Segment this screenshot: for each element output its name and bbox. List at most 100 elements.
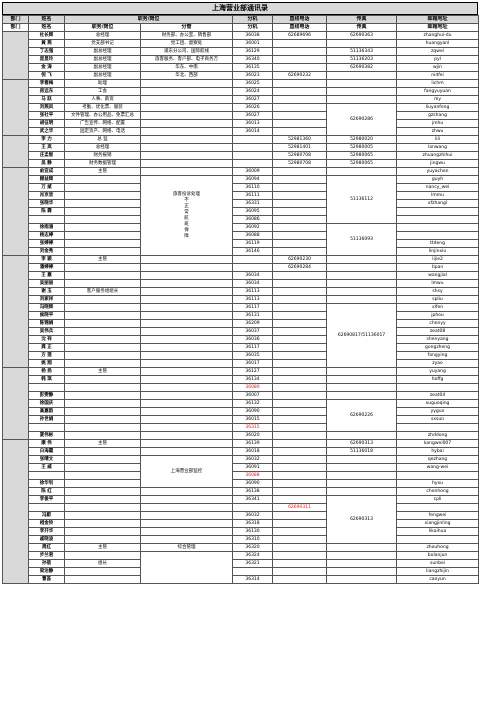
- scope-cell: [139, 271, 234, 280]
- scope-cell: [139, 103, 234, 112]
- email-cell: lijie2: [396, 255, 480, 264]
- role-cell: [64, 511, 141, 520]
- email-cell: zhwu: [396, 127, 480, 136]
- table-row: 冯晓辉 36117 62690817/51136017 xlfen: [3, 303, 480, 368]
- direct-line-cell: [272, 391, 328, 400]
- direct-line-cell: [272, 231, 328, 240]
- scope-cell: [139, 159, 234, 168]
- header-cell: 邮箱地址: [396, 15, 480, 24]
- scope-cell: [139, 359, 234, 368]
- email-cell: zyao: [396, 359, 480, 368]
- direct-line-cell: [272, 327, 328, 336]
- direct-line-cell: [272, 279, 328, 288]
- table-row: 白海霞 36018 51136018 hybai: [3, 447, 480, 456]
- scope-cell: 财务部、办公室、销售部: [139, 31, 234, 40]
- header-cell: 传真: [326, 23, 398, 32]
- direct-line-cell: [272, 191, 328, 200]
- table-row: 张晓华 36331 xfzhangl: [3, 199, 480, 208]
- email-cell: zqwei: [396, 47, 480, 56]
- email-cell: sxsun: [396, 415, 480, 424]
- extension-cell: 36318: [232, 519, 274, 528]
- name-cell: 周红: [28, 543, 65, 552]
- role-cell: 考勤、优化票、服装: [64, 103, 141, 112]
- extension-cell: 36023: [232, 71, 274, 80]
- fax-cell: 52980065: [326, 151, 398, 160]
- scope-cell: [139, 255, 234, 264]
- extension-cell: 36091: [232, 463, 274, 472]
- extension-cell: 36094: [232, 175, 274, 184]
- scope-cell: [139, 527, 234, 536]
- role-cell: 固定资产、网络、电话: [64, 127, 141, 136]
- scope-cell: [139, 551, 234, 584]
- email-cell: fangyuyuan: [396, 87, 480, 96]
- scope-cell: [139, 431, 234, 440]
- direct-line-cell: [272, 471, 328, 480]
- extension-cell: 36088: [232, 471, 274, 480]
- role-cell: [64, 423, 141, 432]
- direct-line-cell: [272, 375, 328, 384]
- scope-cell: [139, 391, 234, 400]
- name-cell: 张晓华: [28, 199, 65, 208]
- role-cell: 主管: [64, 367, 141, 376]
- email-cell: pyl: [396, 55, 480, 64]
- extension-cell: 36130: [232, 527, 274, 536]
- table-row: 李 力总 监 52981360 52980020 lili: [2, 135, 480, 168]
- email-cell: fengwei: [396, 511, 480, 520]
- direct-line-cell: [272, 311, 328, 320]
- extension-cell: 36036: [232, 335, 274, 344]
- scope-cell: 旅客服务、客户部、电子商务万: [139, 55, 234, 64]
- email-cell: [396, 231, 480, 240]
- table-row: 步兰君 36324 bulanjun: [3, 551, 480, 584]
- role-cell: 副总经理: [64, 55, 141, 64]
- name-cell: 姚 翔: [28, 359, 65, 368]
- name-cell: 曹荟: [28, 575, 65, 584]
- fax-cell: [326, 543, 398, 552]
- role-cell: [64, 247, 141, 256]
- email-cell: qezhang: [396, 455, 480, 464]
- scope-cell: [139, 87, 234, 96]
- fax-cell: [326, 79, 398, 88]
- direct-line-cell: 62690230: [272, 255, 328, 264]
- fax-cell: 62690382: [326, 63, 398, 72]
- email-cell: gongzheng: [396, 343, 480, 352]
- role-cell: [64, 279, 141, 288]
- direct-line-cell: [272, 175, 328, 184]
- scope-cell: [139, 519, 234, 528]
- fax-cell: 51136018: [326, 447, 398, 456]
- direct-line-cell: [272, 215, 328, 224]
- name-cell: 韩 琪: [28, 375, 65, 384]
- email-cell: jmhu: [396, 119, 480, 128]
- role-cell: [64, 295, 141, 304]
- extension-cell: 36013: [232, 119, 274, 128]
- direct-line-cell: [272, 223, 328, 232]
- table-row: 万 斌 36110 nancy_wei: [3, 183, 480, 192]
- extension-cell: 36341: [232, 495, 274, 504]
- direct-line-cell: [272, 551, 328, 560]
- extension-cell: 36015: [232, 415, 274, 424]
- role-cell: 客户服务组组长: [64, 287, 141, 296]
- address-book-sheet: 上海营业部通讯录 部门 姓名 职务/岗位 分机 直线电话 传真 邮箱地址 部门 姓名 职务/岗位分…: [2, 2, 480, 584]
- name-cell: 冯蔚: [28, 511, 65, 520]
- email-cell: liangzhijin: [396, 567, 480, 576]
- fax-cell: [326, 551, 398, 560]
- name-cell: 杨 扬: [28, 367, 65, 376]
- table-row: 康 伟主管 36139 62690313 kangwei007: [2, 439, 480, 584]
- department-cell: [2, 255, 29, 368]
- extension-cell: 36146: [232, 247, 274, 256]
- email-cell: chenyy: [396, 319, 480, 328]
- email-cell: hoffg: [396, 375, 480, 384]
- name-cell: 李 颖: [28, 255, 65, 264]
- role-cell: 总经理: [64, 31, 141, 40]
- table-row: 倪 飞副总经理 华北、西部 36023 62690232 nidfei: [3, 71, 480, 80]
- email-cell: lanwang: [396, 143, 480, 152]
- direct-line-cell: 62690311: [272, 503, 328, 512]
- extension-cell: 36209: [232, 319, 274, 328]
- scope-cell: 上海营业部监控: [139, 455, 234, 488]
- header-cell: 分机: [232, 23, 274, 32]
- scope-cell: [139, 295, 234, 304]
- extension-cell: [232, 159, 274, 168]
- scope-cell: [139, 335, 234, 344]
- extension-cell: 36025: [232, 79, 274, 88]
- fax-cell: 62690286: [326, 103, 398, 136]
- extension-cell: 36027: [232, 95, 274, 104]
